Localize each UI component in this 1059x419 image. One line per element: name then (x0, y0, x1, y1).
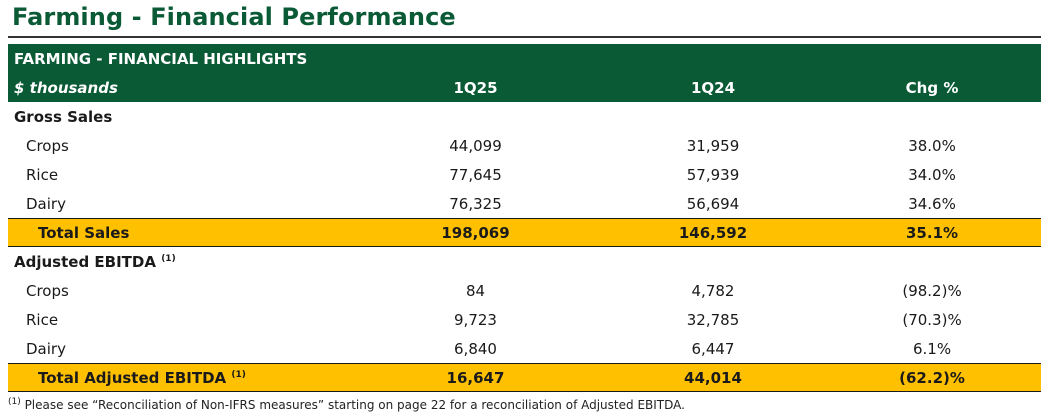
footnote: (1) Please see “Reconciliation of Non-IF… (8, 397, 685, 413)
column-header-chg: Chg % (823, 74, 1042, 102)
section-label: Gross Sales (14, 107, 113, 126)
total-chg: (62.2)% (823, 363, 1042, 392)
cell-1q25: 44,099 (449, 136, 502, 155)
section-label: Adjusted EBITDA (14, 252, 156, 271)
footnote-ref: (1) (231, 369, 246, 380)
row-label: Rice (26, 165, 59, 184)
total-1q24: 44,014 (603, 363, 823, 392)
financial-highlights-table: FARMING - FINANCIAL HIGHLIGHTS $ thousan… (8, 44, 1042, 392)
cell-1q24: 31,959 (686, 136, 740, 155)
cell-1q25: 9,723 (454, 310, 497, 329)
column-header-1q24: 1Q24 (603, 74, 823, 102)
table-row: Rice 77,645 57,939 34.0% (8, 160, 1041, 189)
table-heading-row: FARMING - FINANCIAL HIGHLIGHTS (8, 44, 1042, 74)
table-row: Rice 9,723 32,785 (70.3)% (8, 305, 1041, 334)
cell-1q24: 6,447 (691, 339, 735, 358)
cell-1q25: 6,840 (454, 339, 497, 358)
cell-1q24: 57,939 (686, 165, 740, 184)
cell-chg: 38.0% (908, 136, 956, 155)
total-sales-row: Total Sales 198,069 146,592 35.1% (8, 218, 1042, 247)
column-header-row: $ thousands 1Q25 1Q24 Chg % (8, 74, 1042, 102)
unit-label: $ thousands (8, 74, 348, 102)
section-adjusted-ebitda: Adjusted EBITDA (1) (8, 247, 1041, 277)
footnote-text: Please see “Reconciliation of Non-IFRS m… (20, 398, 685, 412)
page-title: Farming - Financial Performance (12, 3, 456, 31)
total-1q25: 198,069 (348, 218, 603, 247)
cell-chg: (98.2)% (902, 281, 962, 300)
cell-chg: 34.0% (908, 165, 956, 184)
cell-1q24: 56,694 (686, 194, 740, 213)
footnote-marker: (1) (8, 397, 21, 407)
cell-chg: 6.1% (912, 339, 952, 358)
footnote-ref: (1) (161, 253, 176, 264)
section-gross-sales: Gross Sales (8, 102, 1041, 131)
total-chg: 35.1% (823, 218, 1042, 247)
column-header-1q25: 1Q25 (348, 74, 603, 102)
total-1q24: 146,592 (603, 218, 823, 247)
cell-chg: 34.6% (908, 194, 956, 213)
total-label: Total Sales (8, 218, 348, 247)
title-divider (8, 36, 1041, 38)
row-label: Crops (26, 281, 69, 300)
cell-1q25: 84 (465, 281, 486, 300)
cell-chg: (70.3)% (902, 310, 962, 329)
row-label: Rice (26, 310, 59, 329)
table-heading: FARMING - FINANCIAL HIGHLIGHTS (8, 44, 1042, 74)
table-row: Crops 84 4,782 (98.2)% (8, 276, 1041, 305)
cell-1q24: 32,785 (686, 310, 740, 329)
row-label: Dairy (26, 339, 66, 358)
total-label: Total Adjusted EBITDA (38, 368, 227, 387)
cell-1q24: 4,782 (691, 281, 735, 300)
total-adjusted-ebitda-row: Total Adjusted EBITDA (1) 16,647 44,014 … (8, 363, 1042, 392)
row-label: Dairy (26, 194, 66, 213)
table-row: Dairy 6,840 6,447 6.1% (8, 334, 1041, 364)
cell-1q25: 76,325 (449, 194, 502, 213)
cell-1q25: 77,645 (449, 165, 502, 184)
total-1q25: 16,647 (348, 363, 603, 392)
table-row: Crops 44,099 31,959 38.0% (8, 131, 1041, 160)
table-row: Dairy 76,325 56,694 34.6% (8, 189, 1041, 219)
row-label: Crops (26, 136, 69, 155)
